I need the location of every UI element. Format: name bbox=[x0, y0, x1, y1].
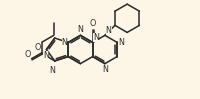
Text: O: O bbox=[25, 50, 31, 59]
Text: O: O bbox=[89, 19, 96, 28]
Text: N: N bbox=[102, 65, 108, 74]
Text: N: N bbox=[93, 33, 99, 42]
Text: N: N bbox=[62, 38, 67, 47]
Text: N: N bbox=[49, 66, 55, 75]
Text: O: O bbox=[35, 43, 41, 52]
Text: N: N bbox=[106, 26, 112, 35]
Text: N: N bbox=[77, 25, 83, 34]
Text: N: N bbox=[118, 38, 124, 47]
Text: N: N bbox=[43, 51, 49, 60]
